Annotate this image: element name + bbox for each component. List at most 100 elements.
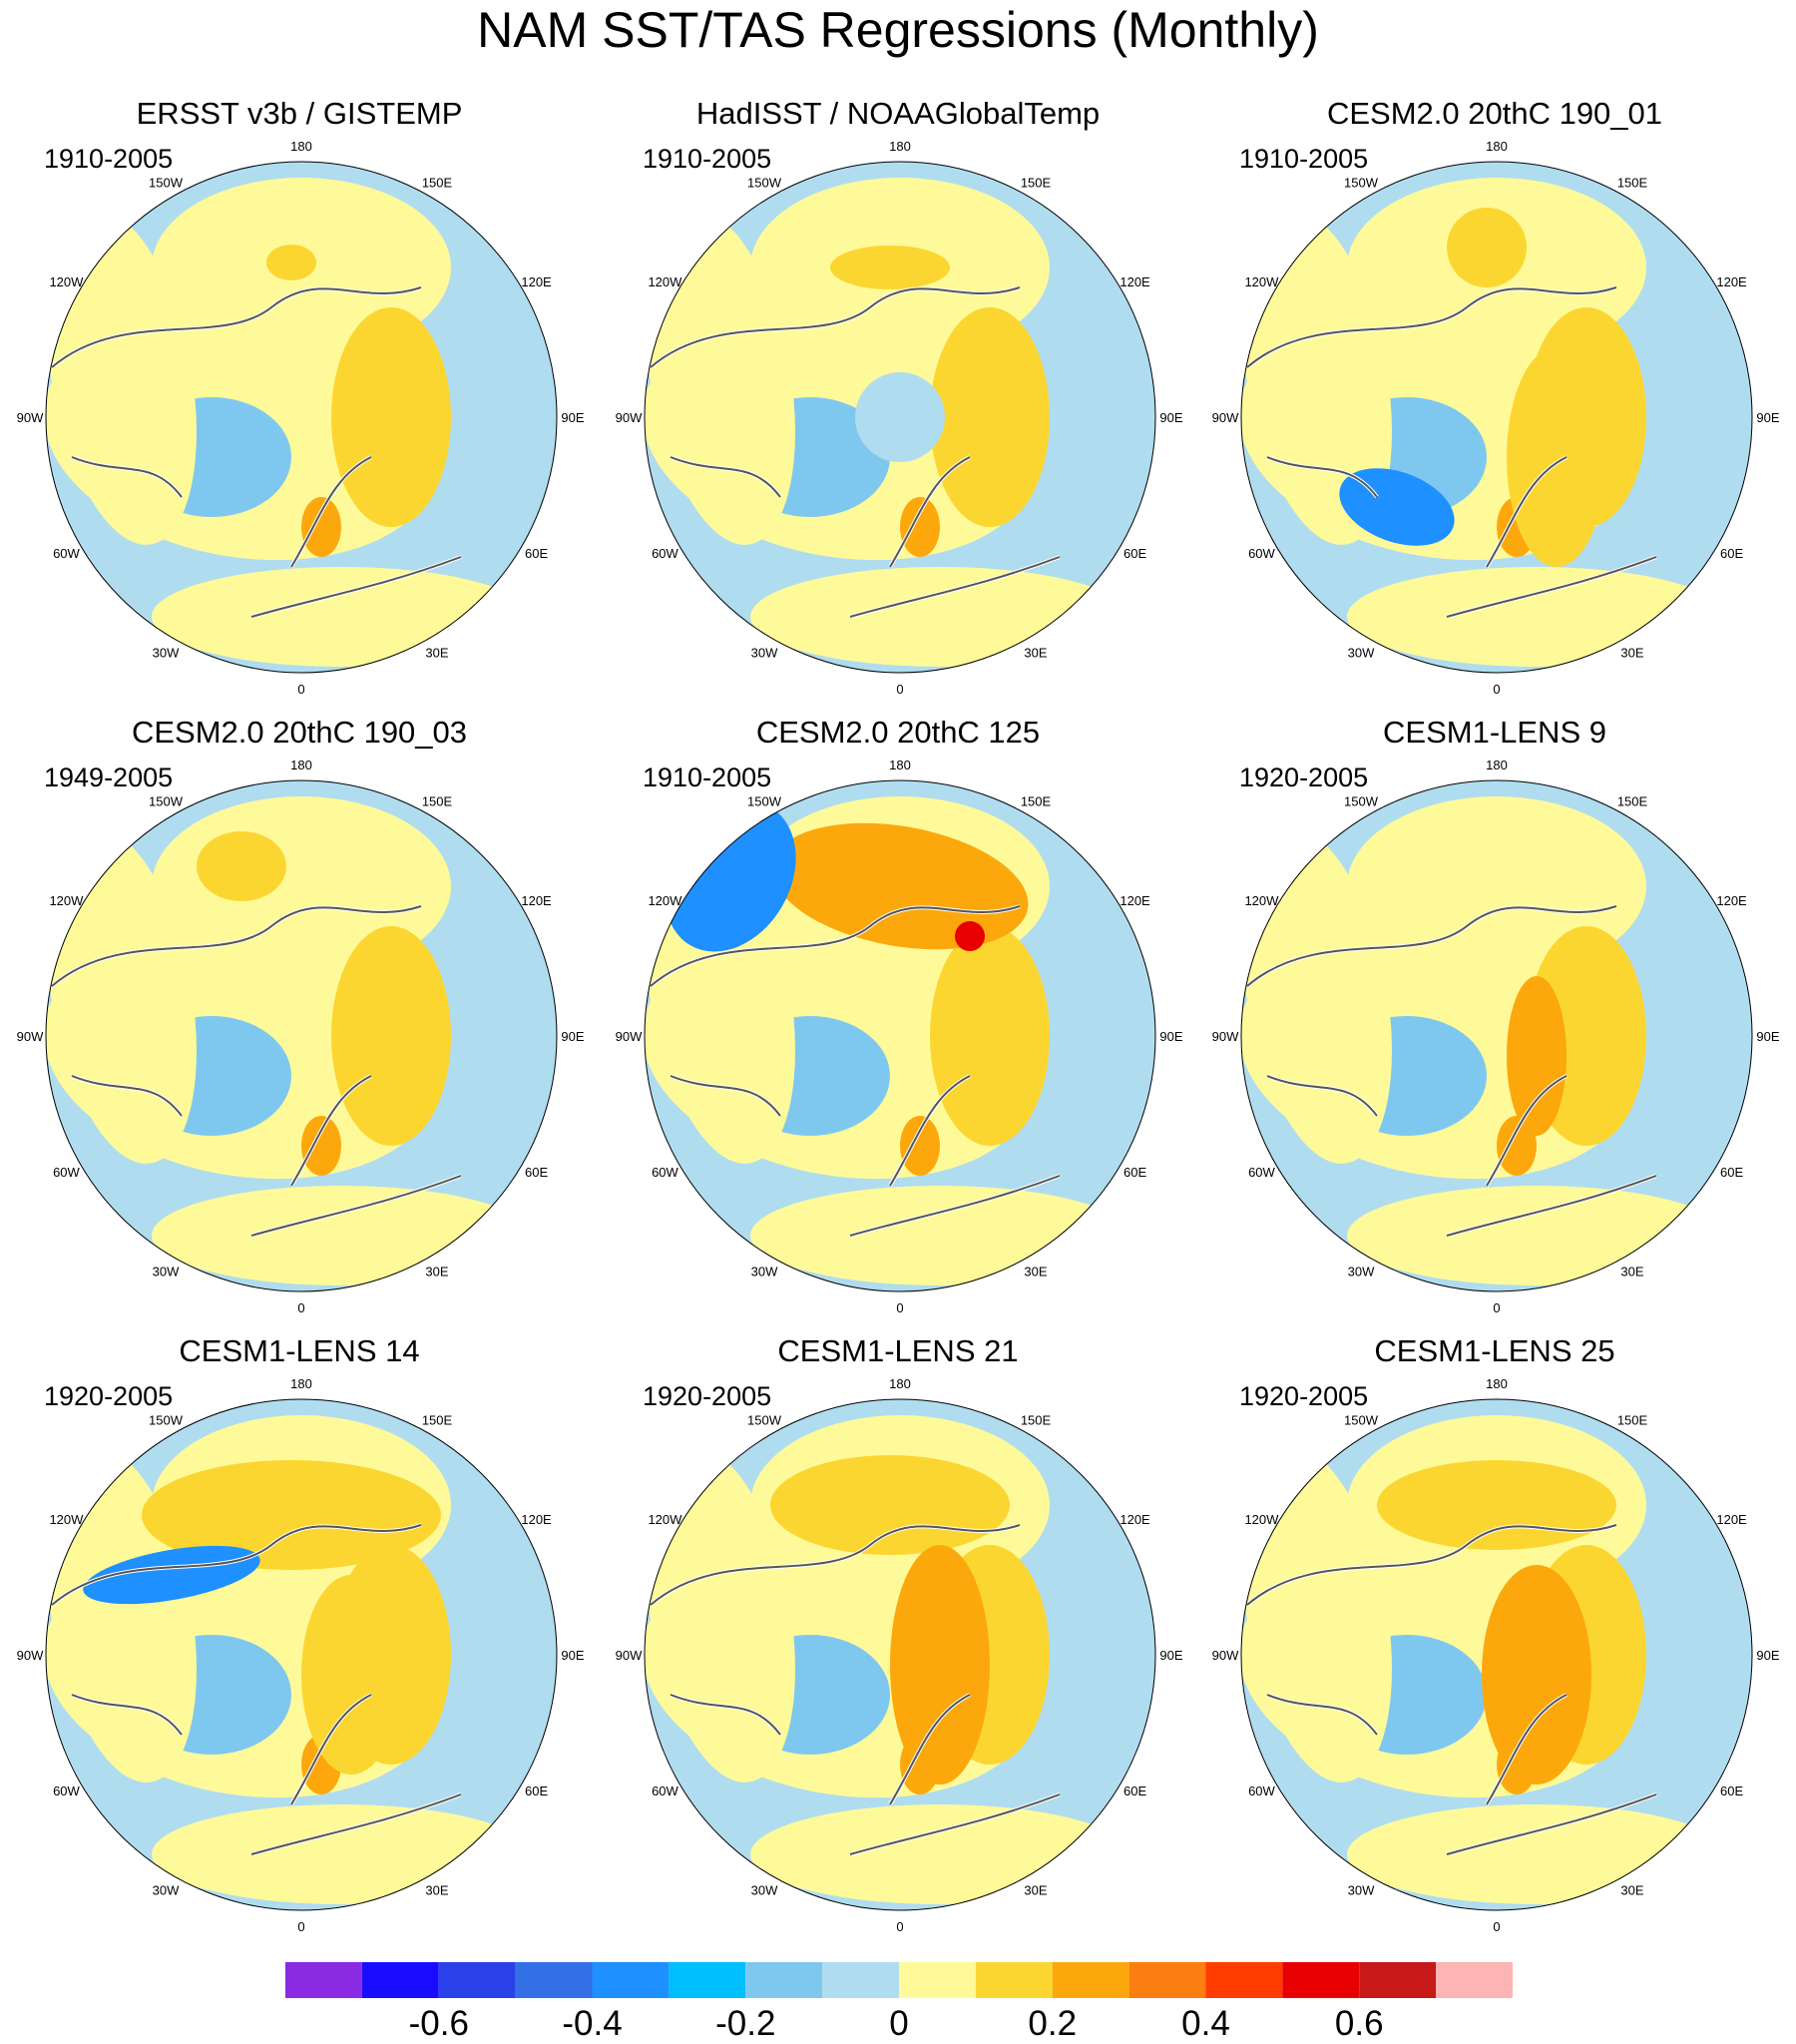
period-label: 1920-2005 xyxy=(1239,763,1369,792)
anomaly-region xyxy=(331,307,451,527)
longitude-label: 120W xyxy=(1244,1512,1279,1527)
period-label: 1910-2005 xyxy=(44,144,174,174)
longitude-label: 90W xyxy=(1212,1029,1239,1044)
longitude-label: 30W xyxy=(1348,646,1375,661)
longitude-label: 60E xyxy=(525,1165,548,1180)
longitude-label: 90E xyxy=(1159,1029,1182,1044)
longitude-label: 120W xyxy=(49,1512,84,1527)
anomaly-region xyxy=(955,921,985,951)
colorbar-swatch xyxy=(592,1962,670,1998)
anomaly-region xyxy=(152,1186,531,1285)
polar-map: 180 150E 120E 90E 60E 30E 0 30W 60W 90W 120W 150W xyxy=(1212,139,1780,697)
longitude-label: 0 xyxy=(896,1300,903,1315)
longitude-label: 150W xyxy=(747,1412,782,1427)
map-border xyxy=(644,1398,1156,1911)
anomaly-region xyxy=(1347,1186,1726,1285)
longitude-label: 60E xyxy=(525,1784,548,1798)
colorbar-swatch xyxy=(745,1962,823,1998)
colorbar-label: 0.6 xyxy=(1334,2004,1384,2043)
map-border xyxy=(1240,161,1753,674)
coastline xyxy=(51,286,462,618)
anomaly-region xyxy=(301,1116,341,1176)
longitude-label: 60E xyxy=(1720,1784,1743,1798)
longitude-label: 30W xyxy=(153,646,180,661)
colorbar-swatch xyxy=(1205,1962,1283,1998)
longitude-label: 60W xyxy=(1248,546,1275,561)
period-label: 1910-2005 xyxy=(643,144,772,174)
map-border xyxy=(45,1398,558,1911)
longitude-label: 30E xyxy=(1620,1883,1643,1898)
longitude-label: 60E xyxy=(1720,1165,1743,1180)
longitude-label: 120E xyxy=(521,274,552,289)
anomaly-region xyxy=(930,307,1050,527)
longitude-label: 60E xyxy=(525,546,548,561)
longitude-label: 60W xyxy=(652,1784,678,1798)
anomaly-region xyxy=(197,831,286,901)
colorbar-swatch xyxy=(822,1962,899,1998)
longitude-label: 120W xyxy=(648,274,682,289)
period-label: 1910-2005 xyxy=(643,763,772,792)
longitude-label: 120E xyxy=(1716,1512,1747,1527)
panel-title: CESM1-LENS 25 xyxy=(1374,1333,1615,1368)
anomaly-region xyxy=(930,926,1050,1146)
longitude-label: 60W xyxy=(652,546,678,561)
longitude-label: 60E xyxy=(1720,546,1743,561)
longitude-label: 90W xyxy=(1212,410,1239,425)
anomaly-region xyxy=(900,1116,940,1176)
longitude-label: 0 xyxy=(297,682,304,697)
anomaly-region xyxy=(1507,347,1606,567)
anomaly-region xyxy=(331,926,451,1146)
longitude-label: 30E xyxy=(425,1883,448,1898)
colorbar-label: -0.4 xyxy=(562,2004,623,2043)
longitude-label: 30E xyxy=(1620,646,1643,661)
anomaly-region xyxy=(1447,208,1527,287)
polar-map: 180 150E 120E 90E 60E 30E 0 30W 60W 90W 120W 150W xyxy=(616,139,1183,697)
anomaly-region xyxy=(1377,1460,1616,1550)
longitude-label: 60W xyxy=(1248,1784,1275,1798)
anomaly-region xyxy=(890,1545,990,1785)
colorbar-swatch xyxy=(438,1962,516,1998)
map-panel: HadISST / NOAAGlobalTemp 180 150E 120E 90E 60… xyxy=(599,96,1197,715)
longitude-label: 60E xyxy=(1123,546,1146,561)
anomaly-region xyxy=(266,245,316,280)
longitude-label: 30E xyxy=(1620,1265,1643,1279)
polar-map: 180 150E 120E 90E 60E 30E 0 30W 60W 90W 120W 150W xyxy=(616,1376,1183,1934)
longitude-label: 90E xyxy=(561,1648,584,1663)
longitude-label: 120W xyxy=(648,893,682,908)
longitude-label: 60W xyxy=(652,1165,678,1180)
colorbar-label: 0.2 xyxy=(1028,2004,1078,2043)
anomaly-region xyxy=(855,372,945,462)
longitude-label: 30W xyxy=(1348,1883,1375,1898)
coastline xyxy=(650,286,1061,618)
longitude-label: 90W xyxy=(17,1029,44,1044)
longitude-label: 90E xyxy=(1159,410,1182,425)
longitude-label: 150W xyxy=(149,175,184,190)
map-panel: ERSST v3b / GISTEMP 180 150E 120E 90E 60E 30E 0… xyxy=(0,96,599,715)
polar-map: 180 150E 120E 90E 60E 30E 0 30W 60W 90W 120W 150W xyxy=(17,1376,585,1934)
longitude-label: 90W xyxy=(616,1029,643,1044)
longitude-label: 30E xyxy=(1024,1883,1047,1898)
colorbar-label: -0.2 xyxy=(715,2004,776,2043)
anomaly-region xyxy=(1347,1804,1726,1904)
map-border xyxy=(644,779,1156,1292)
longitude-label: 120E xyxy=(1716,274,1747,289)
longitude-label: 180 xyxy=(290,1376,312,1391)
coastline xyxy=(1246,905,1657,1237)
longitude-label: 150E xyxy=(1021,793,1052,808)
longitude-label: 0 xyxy=(297,1919,304,1934)
colorbar-swatch xyxy=(899,1962,976,1998)
longitude-label: 120W xyxy=(49,274,84,289)
longitude-label: 0 xyxy=(1493,1919,1500,1934)
panel-title: CESM1-LENS 21 xyxy=(777,1333,1019,1368)
colorbar-label: 0 xyxy=(889,2004,909,2043)
map-panel: CESM1-LENS 14 180 150E 120E 90E 60E 30E 0 30W 60W… xyxy=(0,1333,599,1952)
colorbar-swatch xyxy=(975,1962,1053,1998)
longitude-label: 90W xyxy=(17,410,44,425)
longitude-label: 180 xyxy=(1486,758,1508,772)
longitude-label: 150E xyxy=(422,793,453,808)
map-border xyxy=(1240,779,1753,1292)
longitude-label: 90W xyxy=(1212,1648,1239,1663)
longitude-label: 30W xyxy=(751,1265,778,1279)
polar-map: 180 150E 120E 90E 60E 30E 0 30W 60W 90W 120W 150W xyxy=(616,758,1183,1315)
longitude-label: 120E xyxy=(1716,893,1747,908)
